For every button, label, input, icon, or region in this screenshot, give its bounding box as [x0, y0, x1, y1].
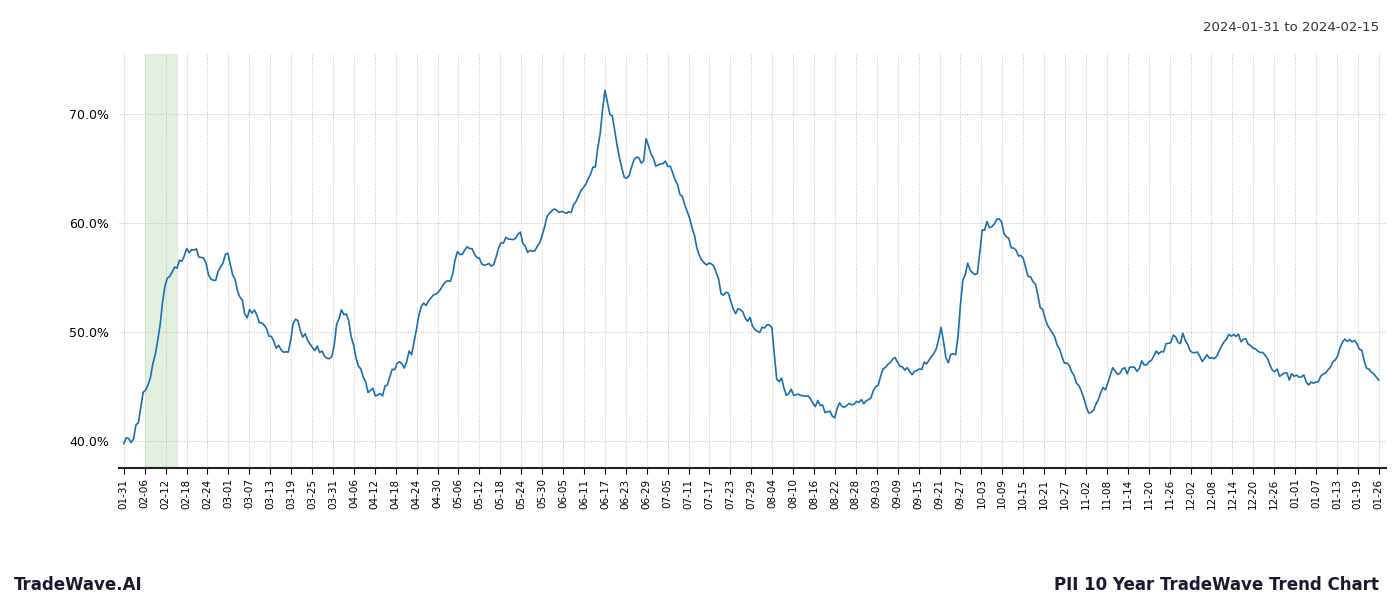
- Text: 2024-01-31 to 2024-02-15: 2024-01-31 to 2024-02-15: [1203, 21, 1379, 34]
- Bar: [146, 54, 176, 468]
- Text: PII 10 Year TradeWave Trend Chart: PII 10 Year TradeWave Trend Chart: [1054, 576, 1379, 594]
- Text: TradeWave.AI: TradeWave.AI: [14, 576, 143, 594]
